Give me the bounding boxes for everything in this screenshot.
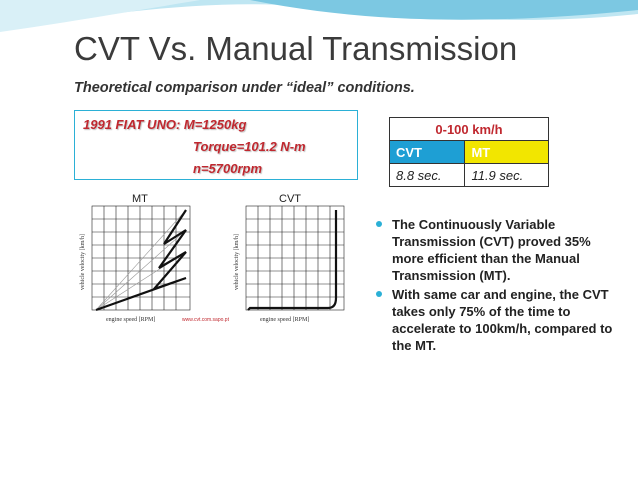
table-value-cvt: 8.8 sec. [388, 163, 466, 187]
cvt-graph-title: CVT [279, 193, 301, 205]
mt-y-label: vehicle velocity [km/h] [80, 234, 86, 290]
mt-x-label: engine speed [RPM] [106, 317, 155, 323]
bullet-text: With same car and engine, the CVT takes … [392, 287, 613, 353]
table-col-cvt: CVT [388, 140, 466, 164]
bullet-dot-icon [376, 221, 382, 227]
table-header: 0-100 km/h [389, 117, 549, 141]
table-col-mt: MT [464, 140, 549, 164]
bullet-item: With same car and engine, the CVT takes … [374, 286, 614, 354]
cvt-x-label: engine speed [RPM] [260, 317, 309, 323]
source-label: www.cvt.com.sapo.pt [182, 317, 230, 323]
bullet-dot-icon [376, 291, 382, 297]
bullet-list: The Continuously Variable Transmission (… [374, 216, 614, 356]
spec-rpm: n=5700rpm [193, 161, 263, 176]
cvt-y-label: vehicle velocity [km/h] [234, 234, 240, 290]
bullet-text: The Continuously Variable Transmission (… [392, 217, 591, 283]
specs-box: 1991 FIAT UNO: M=1250kg Torque=101.2 N-m… [74, 110, 358, 180]
spec-torque: Torque=101.2 N-m [193, 139, 306, 154]
cvt-mt-graphs: MT vehicle velocity [km/h] engine speed … [80, 193, 345, 323]
comparison-table: 0-100 km/h CVT MT 8.8 sec. 11.9 sec. [388, 117, 549, 187]
bullet-item: The Continuously Variable Transmission (… [374, 216, 614, 284]
slide-subtitle: Theoretical comparison under “ideal” con… [74, 80, 415, 96]
slide-title: CVT Vs. Manual Transmission [74, 30, 518, 67]
mt-graph-title: MT [132, 193, 148, 205]
header-swoosh [0, 0, 638, 32]
cvt-graph: CVT vehicle velocity [km/h] engine speed… [234, 193, 345, 323]
spec-car: 1991 FIAT UNO: M=1250kg [83, 117, 247, 132]
mt-graph: MT vehicle velocity [km/h] engine speed … [80, 193, 191, 323]
table-value-mt: 11.9 sec. [464, 163, 549, 187]
